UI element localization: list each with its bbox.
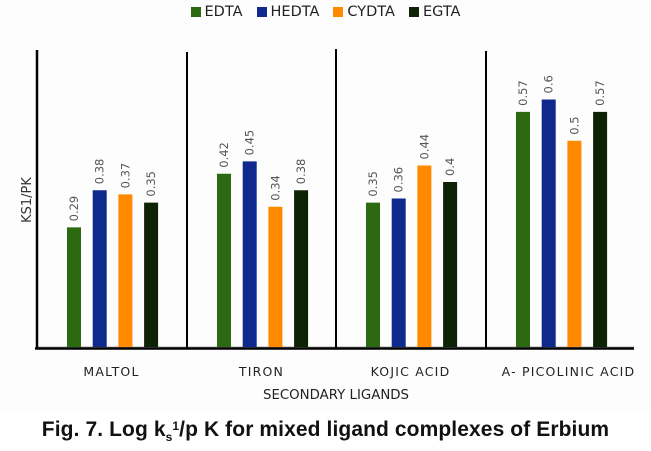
legend-item-egta: EGTA bbox=[408, 4, 461, 20]
legend-label-hedta: HEDTA bbox=[270, 4, 320, 20]
category-label-1: MALTOL bbox=[83, 364, 139, 379]
caption-superscript: 1 bbox=[172, 419, 180, 433]
data-label-cydta-4: 0.5 bbox=[567, 116, 581, 134]
bar-hedta-4 bbox=[541, 99, 556, 347]
legend-swatch-egta bbox=[408, 7, 419, 17]
data-label-egta-2: 0.38 bbox=[294, 159, 308, 185]
axes bbox=[35, 49, 634, 350]
figure-caption: Fig. 7. Log ks1/p K for mixed ligand com… bbox=[0, 418, 651, 444]
bar-hedta-1 bbox=[92, 190, 107, 347]
caption-suffix: /p K for mixed ligand complexes of Erbiu… bbox=[179, 418, 610, 441]
data-label-egta-3: 0.4 bbox=[443, 158, 457, 176]
legend-item-hedta: HEDTA bbox=[256, 4, 320, 20]
data-label-cydta-2: 0.34 bbox=[268, 175, 282, 201]
data-label-hedta-4: 0.6 bbox=[542, 75, 556, 93]
bar-egta-3 bbox=[443, 182, 458, 347]
bar-cydta-2 bbox=[268, 206, 283, 347]
legend-item-edta: EDTA bbox=[190, 4, 243, 20]
bar-hedta-2 bbox=[242, 161, 257, 347]
bar-cydta-4 bbox=[567, 140, 582, 347]
category-labels: MALTOL TIRON KOJIC ACID A- PICOLINIC ACID bbox=[83, 364, 636, 379]
data-label-hedta-1: 0.38 bbox=[93, 159, 107, 185]
bar-edta-1 bbox=[67, 227, 81, 347]
data-label-hedta-3: 0.36 bbox=[392, 167, 406, 193]
chart-area: EDTA HEDTA CYDTA EGTA 0.29 0.38 0.37 0.35 0.… bbox=[0, 4, 651, 403]
y-axis-label: KS1/PK bbox=[20, 177, 35, 223]
legend-item-cydta: CYDTA bbox=[333, 4, 395, 20]
legend-swatch-cydta bbox=[333, 7, 344, 17]
value-labels: 0.29 0.38 0.37 0.35 0.42 0.45 0.34 0.38 0.35 0.36… bbox=[67, 75, 607, 221]
bar-cydta-1 bbox=[118, 194, 133, 347]
data-label-edta-4: 0.57 bbox=[516, 80, 530, 106]
caption-subscript: s bbox=[165, 430, 173, 444]
data-label-cydta-1: 0.37 bbox=[118, 163, 132, 189]
bars bbox=[67, 99, 608, 347]
category-label-4: A- PICOLINIC ACID bbox=[502, 364, 636, 379]
data-label-edta-2: 0.42 bbox=[217, 142, 231, 168]
category-label-2: TIRON bbox=[238, 364, 284, 379]
legend-label-egta: EGTA bbox=[422, 4, 461, 20]
data-label-egta-4: 0.57 bbox=[593, 80, 607, 106]
bar-hedta-3 bbox=[391, 198, 406, 347]
bar-egta-1 bbox=[144, 202, 159, 347]
legend-swatch-edta bbox=[190, 7, 201, 17]
bar-chart-svg: 0.29 0.38 0.37 0.35 0.42 0.45 0.34 0.38 0.35 0.36… bbox=[20, 49, 636, 403]
data-label-hedta-2: 0.45 bbox=[243, 130, 257, 156]
caption-prefix: Fig. 7. Log k bbox=[41, 418, 166, 441]
bar-cydta-3 bbox=[417, 165, 432, 347]
category-label-3: KOJIC ACID bbox=[371, 364, 451, 379]
data-label-edta-3: 0.35 bbox=[366, 171, 380, 197]
legend: EDTA HEDTA CYDTA EGTA bbox=[0, 4, 651, 20]
bar-egta-2 bbox=[294, 190, 309, 347]
bar-egta-4 bbox=[593, 111, 608, 347]
data-label-egta-1: 0.35 bbox=[144, 171, 158, 197]
bar-edta-3 bbox=[366, 202, 380, 347]
data-label-edta-1: 0.29 bbox=[67, 196, 81, 222]
legend-swatch-hedta bbox=[256, 7, 267, 17]
data-label-cydta-3: 0.44 bbox=[417, 134, 431, 160]
legend-label-edta: EDTA bbox=[204, 4, 243, 20]
x-axis-label: SECONDARY LIGANDS bbox=[263, 388, 409, 403]
bar-edta-4 bbox=[516, 111, 530, 347]
bar-edta-2 bbox=[217, 173, 231, 347]
legend-label-cydta: CYDTA bbox=[347, 4, 395, 20]
